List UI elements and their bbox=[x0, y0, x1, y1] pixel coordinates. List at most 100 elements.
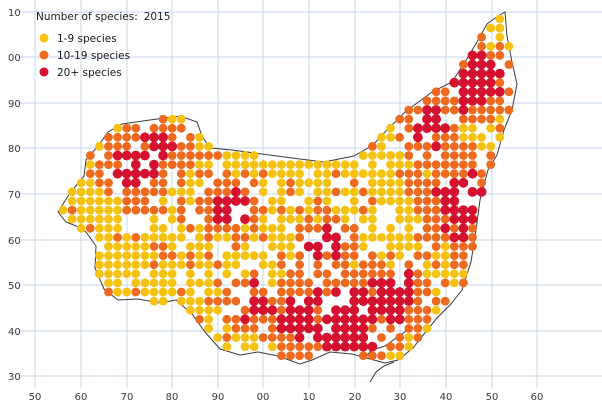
record-dot-mid bbox=[149, 205, 159, 215]
record-dot-low bbox=[304, 160, 314, 170]
record-dot-low bbox=[231, 251, 241, 260]
record-dot-low bbox=[404, 223, 414, 233]
record-dot-mid bbox=[295, 205, 304, 215]
record-dot-low bbox=[267, 169, 277, 179]
record-dot-low bbox=[404, 214, 414, 224]
record-dot-high bbox=[376, 278, 387, 288]
record-dot-high bbox=[331, 250, 341, 261]
y-axis-ticks: 10 00 90 80 70 60 50 40 30 bbox=[8, 8, 21, 383]
record-dot-mid bbox=[431, 169, 441, 179]
record-dot-low bbox=[95, 233, 104, 242]
record-dot-low bbox=[386, 260, 395, 270]
record-dot-mid bbox=[368, 324, 377, 333]
y-tick-label: 60 bbox=[8, 236, 21, 247]
record-dot-low bbox=[386, 242, 395, 251]
record-dot-mid bbox=[85, 223, 95, 233]
record-dot-low bbox=[377, 233, 386, 242]
record-dot-low bbox=[85, 205, 95, 215]
record-dot-low bbox=[486, 41, 496, 51]
record-dot-mid bbox=[322, 214, 332, 224]
record-dot-low bbox=[122, 260, 132, 270]
record-dot-low bbox=[358, 242, 368, 251]
record-dot-mid bbox=[349, 251, 359, 260]
record-dot-high bbox=[212, 205, 223, 216]
record-dot-high bbox=[458, 105, 469, 115]
record-dot-low bbox=[258, 160, 268, 170]
record-dot-mid bbox=[213, 278, 223, 288]
record-dot-mid bbox=[413, 296, 423, 306]
record-dot-low bbox=[122, 287, 132, 297]
record-dot-low bbox=[158, 223, 168, 233]
record-dot-high bbox=[240, 196, 250, 206]
record-dot-mid bbox=[477, 41, 486, 51]
legend-label-high: 20+ species bbox=[57, 67, 122, 79]
record-dot-low bbox=[240, 342, 250, 351]
x-tick-label: 50 bbox=[29, 392, 42, 403]
record-dot-low bbox=[258, 187, 268, 197]
record-dot-mid bbox=[140, 187, 150, 197]
record-dot-low bbox=[95, 205, 104, 215]
record-dot-mid bbox=[158, 114, 168, 124]
record-dot-high bbox=[331, 332, 341, 343]
record-dot-high bbox=[140, 168, 150, 179]
record-dot-low bbox=[277, 242, 286, 251]
record-dot-mid bbox=[404, 260, 414, 270]
record-dot-mid bbox=[258, 314, 268, 324]
record-dot-low bbox=[104, 242, 113, 251]
record-dot-mid bbox=[459, 169, 468, 179]
record-dot-high bbox=[476, 50, 487, 61]
record-dot-low bbox=[349, 187, 359, 197]
record-dot-low bbox=[258, 260, 268, 270]
record-dot-mid bbox=[195, 169, 204, 179]
record-dot-low bbox=[113, 223, 122, 233]
record-dot-mid bbox=[277, 342, 286, 351]
record-dot-mid bbox=[486, 105, 496, 115]
record-dot-mid bbox=[386, 324, 395, 333]
record-dot-mid bbox=[368, 196, 377, 206]
record-dot-low bbox=[204, 324, 214, 333]
record-dot-high bbox=[358, 314, 369, 325]
record-dot-low bbox=[231, 151, 241, 160]
record-dot-low bbox=[204, 305, 214, 315]
record-dot-low bbox=[195, 132, 204, 142]
record-dot-high bbox=[413, 132, 423, 143]
record-dot-mid bbox=[331, 187, 341, 197]
record-dot-low bbox=[122, 242, 132, 251]
record-dot-high bbox=[322, 223, 332, 234]
record-dot-low bbox=[204, 242, 214, 251]
record-dot-mid bbox=[277, 287, 286, 297]
record-dot-low bbox=[340, 160, 350, 170]
record-dot-low bbox=[195, 233, 204, 242]
record-dot-low bbox=[377, 169, 386, 179]
record-dot-high bbox=[458, 68, 469, 79]
record-dot-mid bbox=[158, 160, 168, 170]
record-dot-low bbox=[222, 269, 232, 279]
record-dot-high bbox=[322, 341, 332, 352]
record-dot-low bbox=[468, 123, 477, 133]
record-dot-low bbox=[95, 214, 104, 224]
record-dot-mid bbox=[231, 178, 241, 188]
record-dot-mid bbox=[249, 178, 259, 188]
record-dot-mid bbox=[349, 178, 359, 188]
record-dot-mid bbox=[176, 160, 186, 170]
record-dot-mid bbox=[422, 96, 432, 106]
record-dot-mid bbox=[404, 178, 414, 188]
record-dot-low bbox=[95, 269, 104, 279]
record-dot-low bbox=[95, 223, 104, 233]
record-dot-mid bbox=[440, 278, 450, 288]
record-dot-low bbox=[386, 178, 395, 188]
record-dot-low bbox=[431, 305, 441, 315]
record-dot-mid bbox=[176, 287, 186, 297]
record-dot-mid bbox=[213, 187, 223, 197]
record-dot-high bbox=[258, 305, 269, 316]
record-dot-mid bbox=[340, 278, 350, 288]
record-dot-mid bbox=[186, 132, 195, 142]
record-dot-low bbox=[322, 169, 332, 179]
record-dot-low bbox=[286, 251, 295, 260]
record-dot-mid bbox=[95, 160, 104, 170]
record-dot-mid bbox=[349, 242, 359, 251]
record-dot-mid bbox=[486, 160, 496, 170]
record-dot-mid bbox=[449, 160, 459, 170]
record-dot-low bbox=[231, 333, 241, 342]
